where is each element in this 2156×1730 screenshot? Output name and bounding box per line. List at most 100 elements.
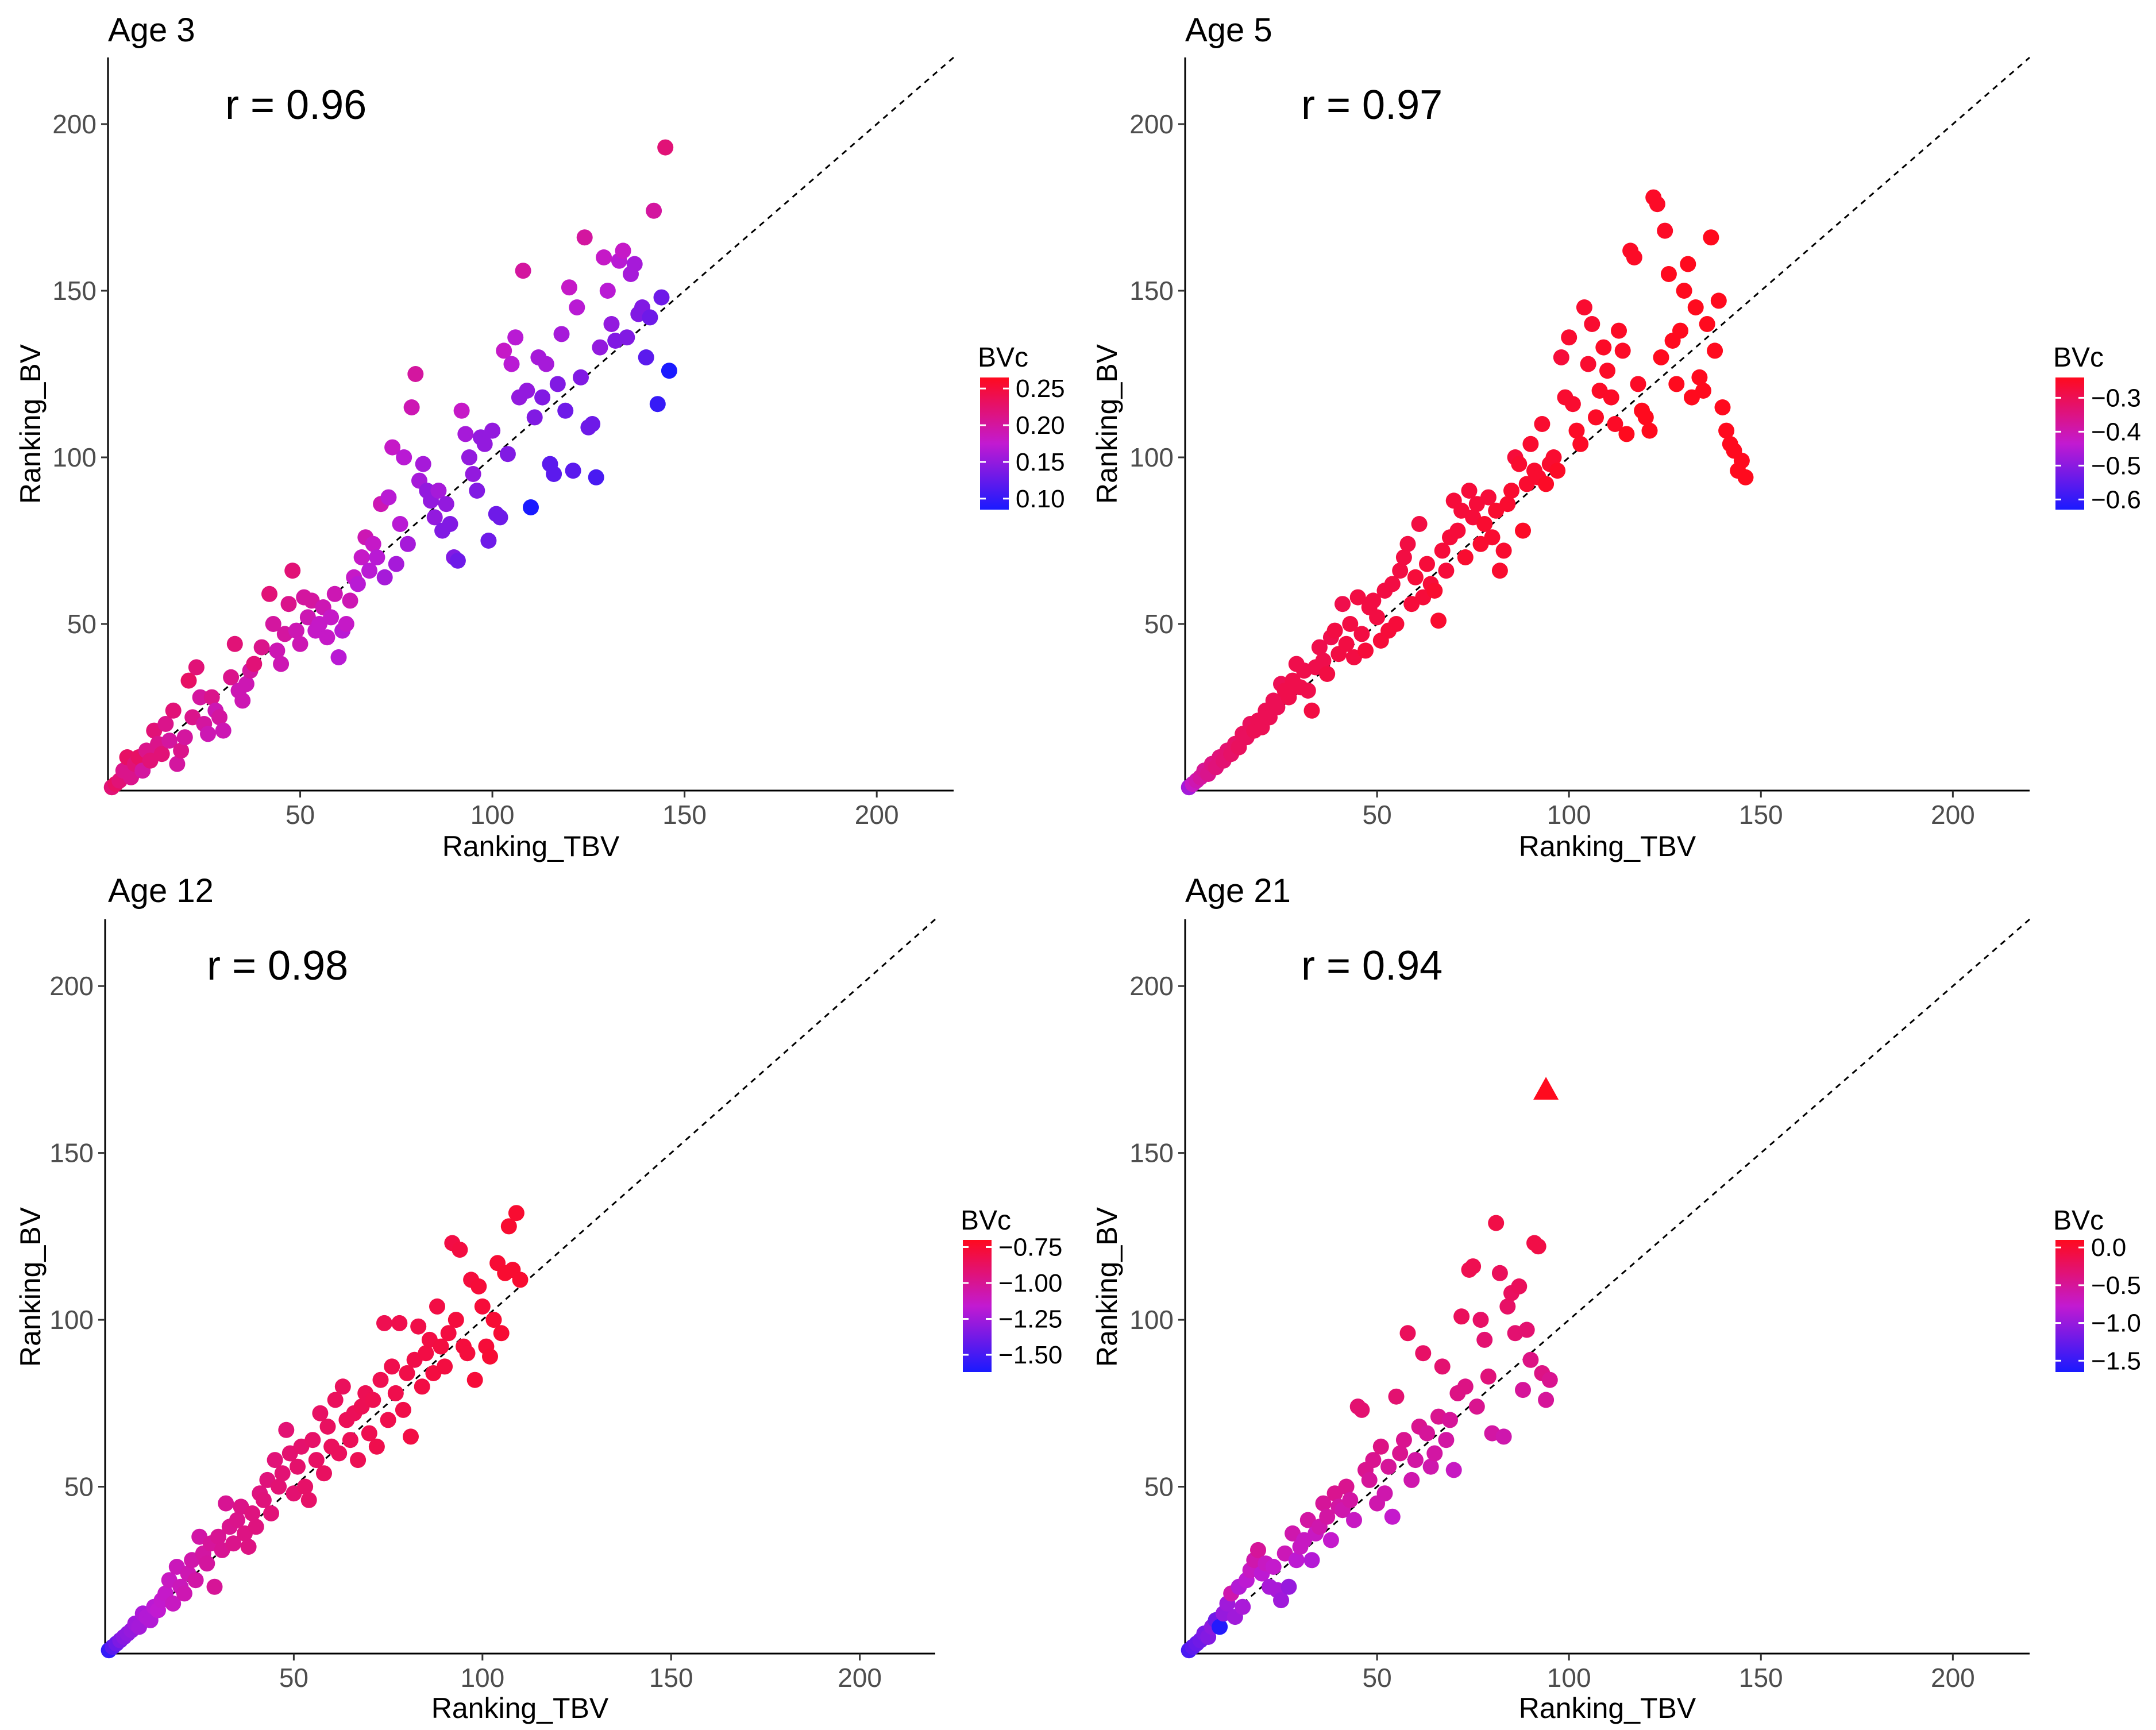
data-point xyxy=(399,535,416,552)
data-point xyxy=(573,369,589,386)
legend: BVc 0.0 −0.5 −1.0 −1.5 xyxy=(2053,1205,2141,1375)
data-point xyxy=(1349,589,1366,606)
data-point xyxy=(265,616,281,632)
data-point xyxy=(433,1338,449,1355)
data-point xyxy=(1614,342,1631,359)
data-point xyxy=(365,535,381,552)
data-point xyxy=(1426,583,1443,599)
data-point xyxy=(1511,1278,1528,1294)
data-point xyxy=(223,669,240,685)
data-point xyxy=(1534,416,1551,432)
data-point xyxy=(192,689,209,706)
data-point xyxy=(1430,612,1447,629)
data-point xyxy=(240,1539,257,1555)
data-point xyxy=(534,389,551,406)
data-point xyxy=(553,326,570,342)
data-point xyxy=(592,339,608,356)
data-point xyxy=(334,1378,351,1395)
x-tick-label: 100 xyxy=(1547,1663,1591,1693)
data-point xyxy=(391,1315,408,1331)
reference-line xyxy=(1185,918,2030,1655)
data-point xyxy=(480,533,497,549)
x-tick-label: 150 xyxy=(1739,1663,1783,1693)
y-tick-label: 150 xyxy=(1129,276,1174,306)
data-point xyxy=(331,1445,348,1462)
y-tick-label: 150 xyxy=(49,1138,94,1168)
data-point xyxy=(557,402,574,419)
legend-tick-label: −1.00 xyxy=(998,1269,1062,1297)
data-point xyxy=(1691,369,1708,386)
data-point xyxy=(512,1272,529,1288)
legend-tick-label: −0.5 xyxy=(2091,1272,2141,1300)
data-point xyxy=(1384,576,1401,592)
data-point xyxy=(1399,1325,1416,1342)
data-point xyxy=(1365,592,1382,609)
data-point xyxy=(1250,1542,1266,1558)
data-point xyxy=(165,702,182,719)
data-point xyxy=(470,1278,487,1294)
plot-area: 50 100 150 200 50 100 150 200 xyxy=(1129,56,2030,830)
data-point xyxy=(429,1298,445,1315)
data-point xyxy=(653,289,670,306)
data-point xyxy=(649,396,666,413)
data-point xyxy=(353,549,370,565)
data-point xyxy=(1415,1345,1432,1362)
x-tick-label: 150 xyxy=(1739,800,1783,830)
colorbar xyxy=(980,377,1009,510)
data-point xyxy=(1265,1559,1282,1575)
data-point xyxy=(176,729,193,746)
data-point xyxy=(1422,1458,1439,1475)
data-point xyxy=(493,1325,510,1342)
data-point xyxy=(330,649,347,665)
y-tick-label: 50 xyxy=(64,1472,94,1502)
data-point xyxy=(273,656,290,672)
panel-title: Age 3 xyxy=(108,11,195,49)
data-point xyxy=(1476,516,1493,532)
data-point xyxy=(1538,476,1555,492)
data-point xyxy=(1695,383,1711,399)
data-point xyxy=(392,516,408,532)
data-point xyxy=(430,483,447,499)
data-point xyxy=(1319,1508,1336,1525)
data-point xyxy=(1434,542,1451,559)
legend: BVc 0.25 0.20 0.15 0.10 xyxy=(978,342,1065,513)
legend-tick-label: −1.50 xyxy=(998,1341,1062,1369)
y-tick-label: 200 xyxy=(1129,971,1174,1001)
data-point xyxy=(410,1318,427,1335)
data-point xyxy=(218,1495,234,1512)
data-point xyxy=(269,642,286,659)
data-point xyxy=(1503,483,1519,499)
y-tick-label: 150 xyxy=(52,276,97,306)
data-point xyxy=(1572,436,1589,452)
colorbar xyxy=(2055,377,2084,510)
data-point xyxy=(388,556,404,572)
panel-title: Age 5 xyxy=(1185,11,1272,49)
data-point xyxy=(1553,349,1569,365)
data-point xyxy=(200,726,216,742)
data-point xyxy=(1495,542,1512,559)
y-tick-label: 200 xyxy=(52,109,97,139)
data-point xyxy=(1403,1471,1420,1488)
data-point xyxy=(376,569,393,585)
data-point xyxy=(469,483,485,499)
data-point xyxy=(229,1512,245,1528)
x-tick-label: 100 xyxy=(1547,800,1591,830)
data-point xyxy=(1499,496,1516,513)
data-point xyxy=(407,366,424,382)
data-point xyxy=(1564,396,1581,413)
legend-tick-label: 0.10 xyxy=(1016,485,1065,513)
data-point xyxy=(1495,1428,1512,1445)
data-point xyxy=(466,1371,483,1388)
data-point xyxy=(515,263,531,279)
x-tick-label: 200 xyxy=(1931,800,1975,830)
legend-tick-label: −1.0 xyxy=(2091,1309,2141,1338)
x-axis-label: Ranking_TBV xyxy=(431,1692,609,1724)
data-point xyxy=(153,746,170,762)
data-point xyxy=(399,1365,415,1381)
data-point xyxy=(1668,376,1685,392)
data-point xyxy=(576,229,593,246)
x-tick-label: 50 xyxy=(286,800,315,830)
legend-tick-label: −0.5 xyxy=(2091,452,2141,480)
data-point xyxy=(1488,1215,1505,1231)
